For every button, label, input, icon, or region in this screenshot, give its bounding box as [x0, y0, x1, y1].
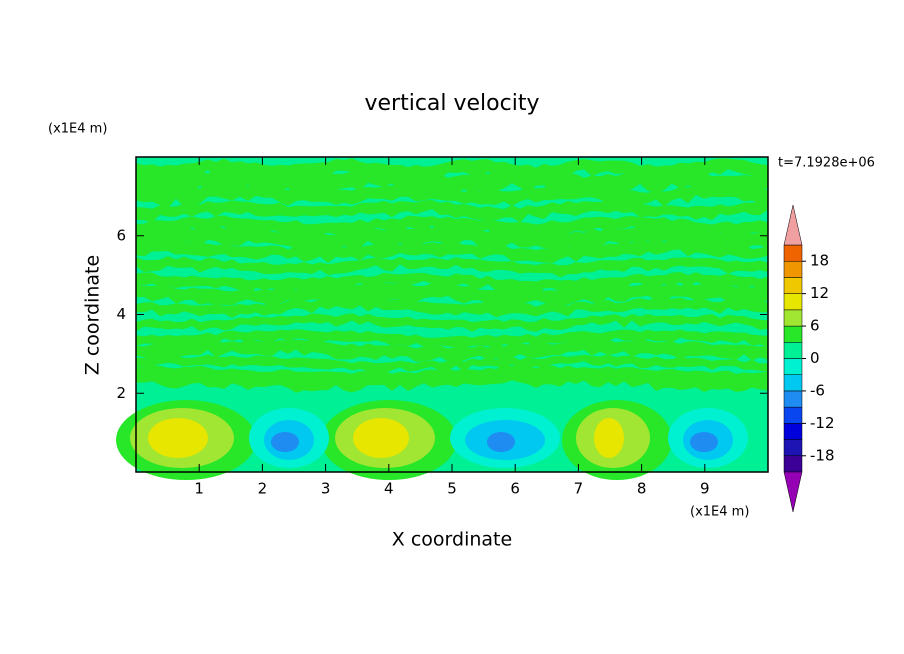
y-tick-label: 4: [116, 305, 126, 323]
field-cell: [487, 432, 515, 452]
colorbar-tick-label: 0: [810, 349, 820, 367]
contour-field: [116, 157, 768, 480]
x-tick-label: 5: [447, 480, 457, 498]
x-tick-label: 7: [574, 480, 584, 498]
colorbar-box: [783, 309, 803, 327]
field-band: [136, 215, 768, 239]
y-axis-label: Z coordinate: [82, 255, 104, 375]
colorbar-tick-label: 18: [810, 252, 829, 270]
field-cell: [148, 418, 208, 458]
field-band: [136, 354, 768, 374]
colorbar-box: [783, 390, 803, 408]
colorbar-box: [783, 260, 803, 278]
colorbar-over: [783, 204, 803, 246]
colorbar-tick-label: -18: [810, 446, 835, 464]
chart-title: vertical velocity: [364, 91, 539, 116]
x-tick-label: 9: [700, 480, 710, 498]
time-label: t=7.1928e+06: [778, 156, 875, 171]
field-cell: [271, 432, 299, 452]
x-tick-label: 3: [321, 480, 331, 498]
field-band: [136, 225, 768, 253]
colorbar-tick-label: 6: [810, 317, 820, 335]
colorbar-box: [783, 358, 803, 375]
colorbar-box: [783, 374, 803, 392]
colorbar-tick-label: -6: [810, 381, 825, 399]
field-cell: [594, 418, 624, 458]
colorbar-box: [783, 406, 803, 424]
x-tick-label: 8: [637, 480, 647, 498]
field-band: [136, 313, 768, 332]
colorbar-box: [783, 342, 803, 359]
field-band: [136, 240, 768, 264]
y-unit: (x1E4 m): [48, 122, 107, 137]
y-tick-label: 6: [116, 226, 126, 244]
x-tick-label: 2: [258, 480, 268, 498]
field-cell: [690, 432, 718, 452]
colorbar-box: [783, 325, 803, 343]
colorbar-box: [783, 277, 803, 294]
field-band: [136, 297, 768, 318]
field-band: [136, 364, 768, 393]
colorbar-box: [783, 293, 803, 311]
x-tick-label: 6: [510, 480, 520, 498]
colorbar-tick-label: -12: [810, 414, 835, 432]
colorbar-box: [783, 455, 803, 473]
colorbar-tick-label: 12: [810, 284, 829, 302]
field-cell: [353, 418, 409, 458]
colorbar-under: [783, 471, 803, 513]
field-band: [136, 199, 768, 223]
colorbar-box: [783, 423, 803, 440]
y-tick-label: 2: [116, 384, 126, 402]
field-band: [136, 329, 768, 349]
field-band: [136, 256, 768, 278]
x-axis-label: X coordinate: [392, 529, 512, 551]
colorbar-box: [783, 439, 803, 457]
x-tick-label: 4: [384, 480, 394, 498]
colorbar-box: [783, 244, 803, 262]
field-band: [136, 339, 768, 363]
x-unit: (x1E4 m): [690, 505, 749, 520]
x-tick-label: 1: [194, 480, 204, 498]
